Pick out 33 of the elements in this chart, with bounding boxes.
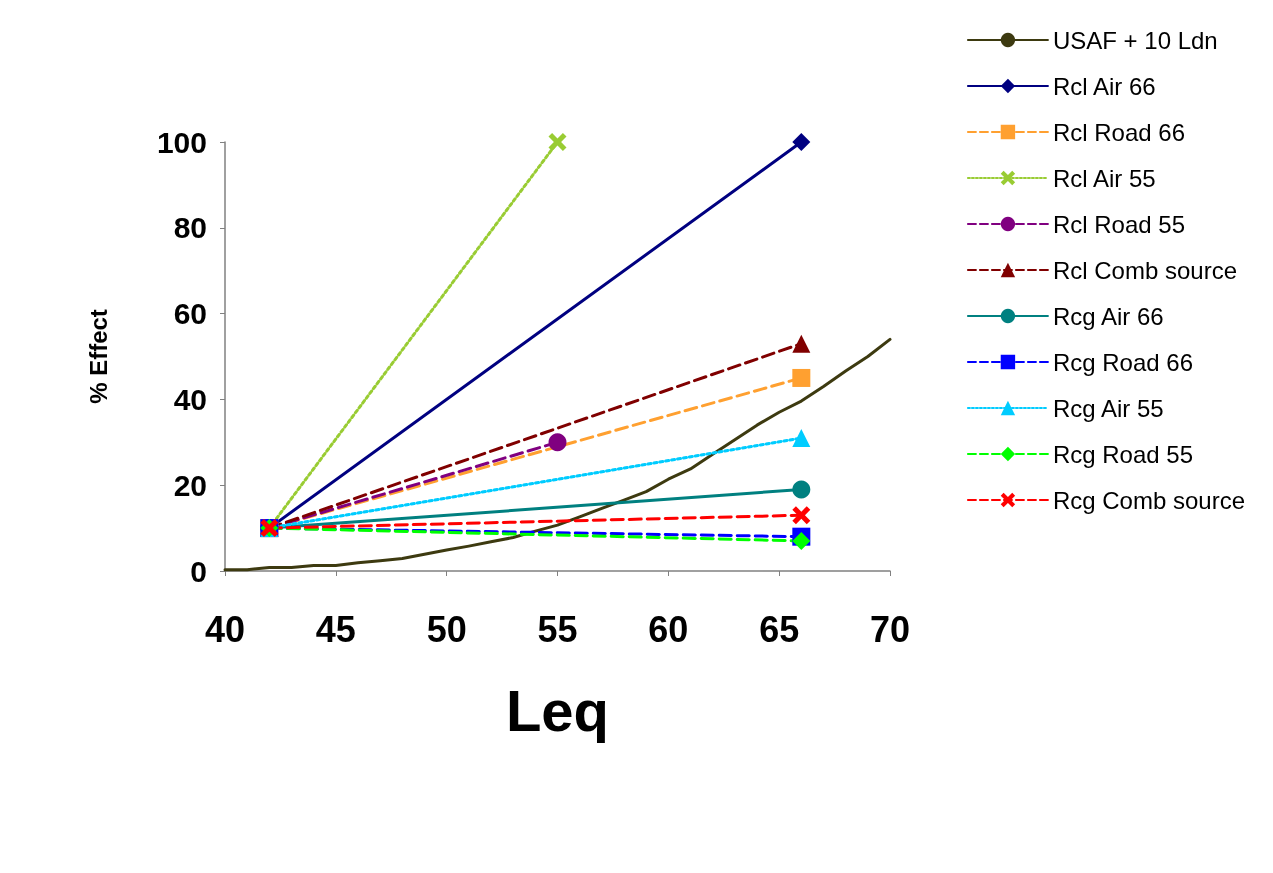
x-tick-label: 45	[315, 608, 356, 650]
x-tick-label: 55	[537, 608, 578, 650]
point	[548, 433, 567, 452]
point	[792, 133, 811, 151]
y-tick-label: 80	[173, 211, 207, 245]
legend-label: Rcg Comb source	[1052, 486, 1246, 514]
x-axis-title: Leq	[505, 677, 610, 743]
point	[792, 368, 811, 387]
point	[792, 506, 811, 525]
legend-label: Rcg Road 55	[1052, 440, 1194, 468]
point	[792, 480, 811, 499]
y-tick-label: 60	[173, 297, 207, 331]
x-tick-label: 60	[648, 608, 689, 650]
y-tick-label: 20	[173, 468, 207, 502]
x-tick-label: 40	[204, 608, 246, 650]
legend-label: Rcl Comb source	[1052, 256, 1237, 284]
x-tick-label: 70	[869, 608, 911, 650]
legend-label: Rcg Air 55	[1052, 394, 1164, 422]
legend-label: Rcg Air 66	[1052, 302, 1164, 330]
y-axis-title: % Effect	[84, 309, 112, 404]
legend-label: Rcl Road 66	[1052, 118, 1186, 146]
x-tick-label: 65	[759, 608, 800, 650]
legend-label: Rcg Road 66	[1052, 348, 1194, 376]
point	[548, 133, 567, 151]
legend-label: USAF + 10 Ldn	[1052, 26, 1218, 54]
y-tick-label: 0	[190, 554, 207, 588]
point	[792, 531, 811, 550]
legend-label: Rcl Air 66	[1052, 72, 1156, 100]
legend-label: Rcl Road 55	[1052, 210, 1186, 238]
y-tick-label: 40	[173, 382, 207, 416]
legend-label: Rcl Air 55	[1052, 164, 1156, 192]
x-tick-label: 50	[426, 608, 467, 650]
y-tick-label: 100	[156, 125, 207, 159]
